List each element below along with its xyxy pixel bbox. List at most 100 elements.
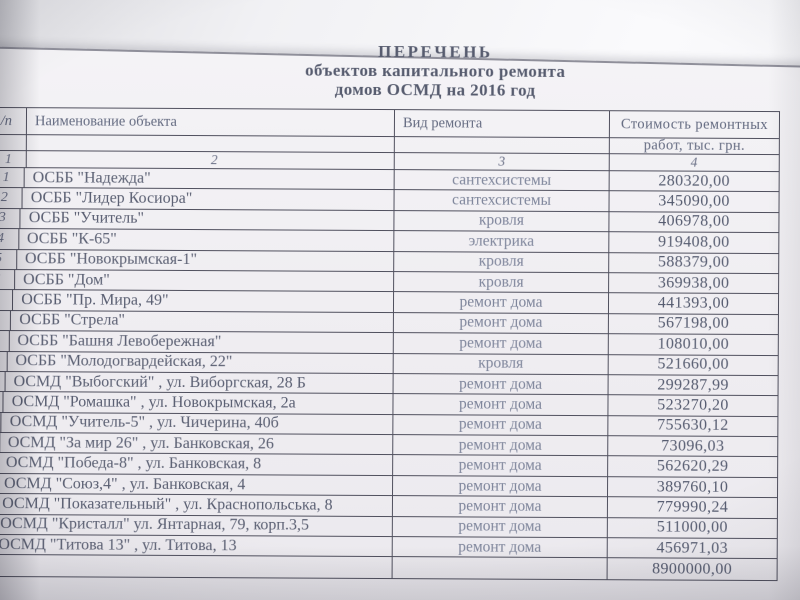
repair-type-cell: кровля (393, 251, 609, 273)
header-name-cell: Наименование объекта (25, 108, 395, 137)
row-number-cell: 4 (0, 230, 4, 246)
repair-type-cell: кровля (393, 210, 609, 232)
object-name-cell: ОСМД "Учитель-5" , ул. Чичерина, 40б (0, 412, 393, 435)
cost-cell: 389760,10 (607, 477, 778, 498)
cost-cell: 441393,00 (607, 293, 779, 314)
object-name-cell: ОСББ "Пр. Мира, 49" (12, 290, 394, 312)
cost-cell: 299287,99 (607, 375, 778, 396)
repair-type-cell: ремонт дома (392, 333, 608, 354)
repair-type-cell: ремонт дома (392, 312, 608, 334)
object-name-cell: ОСББ "К-65" (17, 229, 394, 251)
table-row: 9ОСББ "Башня Левобережная"ремонт дома108… (0, 330, 778, 355)
total-empty-cell (391, 557, 607, 580)
object-name-cell: ОСМД "Показательный" , ул. Краснопольськ… (0, 494, 392, 516)
object-name-cell: ОСМД "Ромашка" , ул. Новокрымская, 2а (2, 392, 393, 414)
repair-type-cell: ремонт дома (392, 292, 609, 313)
repair-type-cell: ремонт дома (392, 475, 608, 497)
cost-cell: 108010,00 (607, 334, 778, 355)
repair-type-cell: ремонт дома (391, 496, 607, 517)
repair-type-cell: ремонт дома (392, 435, 608, 456)
table-row: 10ОСББ "Молодогвардейская, 22"кровля5216… (0, 350, 778, 375)
object-name-cell: ОСББ "Дом" (14, 270, 394, 292)
cost-cell: 521660,00 (607, 354, 778, 375)
table-body: 1 ОСББ "Надежда" сантехсистемы 280320,00 2 ОС… (0, 166, 779, 559)
header-empty-cell (393, 137, 609, 154)
object-name-cell: ОСМД "Выбогский" , ул. Виборгская, 28 Б (4, 371, 393, 394)
column-number-cell: 3 (393, 153, 609, 171)
repair-type-cell: ремонт дома (391, 537, 607, 558)
header-cost-cell: Стоимость ремонтных (608, 111, 780, 139)
table-row: 13ОСМД "Учитель-5" , ул. Чичерина, 40бре… (0, 411, 778, 437)
row-number-cell: 7 (0, 290, 12, 310)
table-row: 15ОСМД "Победа-8" , ул. Банковская, 8рем… (0, 452, 778, 477)
repair-type-cell: сантехсистемы (393, 170, 609, 191)
row-number-cell: 8 (0, 311, 10, 331)
title-line-1: ПЕРЕЧЕНЬ (377, 41, 493, 62)
cost-cell: 567198,00 (607, 313, 778, 335)
row-number-cell: 6 (0, 270, 14, 290)
repair-table: п/п Наименование объекта Вид ремонта Сто… (0, 106, 781, 582)
table-row: 11ОСМД "Выбогский" , ул. Виборгская, 28 … (0, 370, 778, 396)
row-number-cell: 3 (0, 210, 6, 226)
header-num-cell: п/п (0, 112, 13, 129)
repair-type-cell: ремонт дома (391, 516, 607, 538)
repair-type-cell: кровля (393, 272, 609, 293)
column-number-cell: 1 (4, 151, 12, 167)
object-name-cell: ОСББ "Стрела" (10, 310, 393, 333)
total-cost-cell: 8900000,00 (606, 558, 777, 581)
cost-cell: 369938,00 (608, 273, 779, 294)
object-name-cell: ОСББ "Надежда" (23, 168, 394, 190)
table-row: 1 ОСББ "Надежда" сантехсистемы 280320,00 (0, 166, 779, 192)
object-name-cell: ОСМД "Кристалл" ул. Янтарная, 79, корп.3… (0, 514, 392, 537)
object-name-cell: ОСМД "Титова 13" , ул. Титова, 13 (0, 534, 392, 557)
table-row: 5 ОСББ "Новокрымская-1" кровля 588379,00 (0, 248, 779, 274)
row-number-cell: 1 (2, 169, 10, 185)
repair-type-cell: ремонт дома (392, 373, 608, 395)
object-name-cell: ОСББ "Молодогвардейская, 22" (6, 351, 393, 373)
row-number-cell: 9 (0, 331, 8, 351)
repair-type-cell: сантехсистемы (393, 190, 609, 211)
header-cost-cell-line2: работ, тыс. грн. (608, 138, 779, 155)
total-row: 8900000,00 (0, 554, 777, 581)
row-number-cell: 2 (0, 190, 8, 206)
header-empty-cell (25, 135, 394, 153)
cost-cell: 779990,24 (606, 497, 777, 518)
object-name-cell: ОСББ "Новокрымская-1" (15, 249, 394, 272)
document-title: ПЕРЕЧЕНЬ объектов капитального ремонта д… (195, 41, 675, 101)
repair-type-cell: ремонт дома (392, 414, 608, 436)
cost-cell: 588379,00 (608, 252, 779, 274)
table-row: 14ОСМД "За мир 26" , ул. Банковская, 26р… (0, 431, 778, 457)
cost-cell: 511000,00 (606, 517, 777, 539)
table-row: 4 ОСББ "К-65" электрика 919408,00 (0, 228, 779, 253)
table-row: 18ОСМД "Кристалл" ул. Янтарная, 79, корп… (0, 513, 777, 539)
object-name-cell: ОСМД "За мир 26" , ул. Банковская, 26 (0, 433, 393, 455)
cost-cell: 73096,03 (607, 436, 778, 457)
repair-type-cell: ремонт дома (392, 455, 608, 477)
header-empty-cell (0, 135, 26, 150)
title-line-3: домов ОСМД на 2016 год (334, 79, 536, 100)
document-content: ПЕРЕЧЕНЬ объектов капитального ремонта д… (0, 41, 781, 582)
table-row: 17ОСМД "Показательный" , ул. Краснопольс… (0, 493, 777, 518)
cost-cell: 562620,29 (607, 456, 778, 477)
table-row: 3 ОСББ "Учитель" кровля 406978,00 (0, 207, 779, 233)
column-number-cell: 4 (608, 154, 779, 172)
repair-type-cell: кровля (392, 353, 608, 375)
object-name-cell: ОСББ "Башня Левобережная" (8, 331, 393, 353)
object-name-cell: ОСББ "Учитель" (19, 208, 394, 231)
cost-cell: 456971,03 (606, 538, 777, 559)
cost-cell: 345090,00 (608, 191, 779, 212)
total-empty-cell (0, 555, 392, 579)
table-header-row: п/п Наименование объекта Вид ремонта Сто… (0, 108, 780, 139)
table-row: 19ОСМД "Титова 13" , ул. Титова, 13ремон… (0, 533, 777, 559)
object-name-cell: ОСМД "Победа-8" , ул. Банковская, 8 (0, 453, 393, 475)
cost-cell: 523270,20 (607, 395, 778, 416)
title-line-2: объектов капитального ремонта (305, 60, 566, 81)
column-number-cell: 2 (25, 151, 394, 170)
cost-cell: 755630,12 (607, 415, 778, 437)
table-row: 2 ОСББ "Лидер Косиора" сантехсистемы 345090… (0, 187, 779, 212)
cost-cell: 280320,00 (608, 171, 779, 192)
